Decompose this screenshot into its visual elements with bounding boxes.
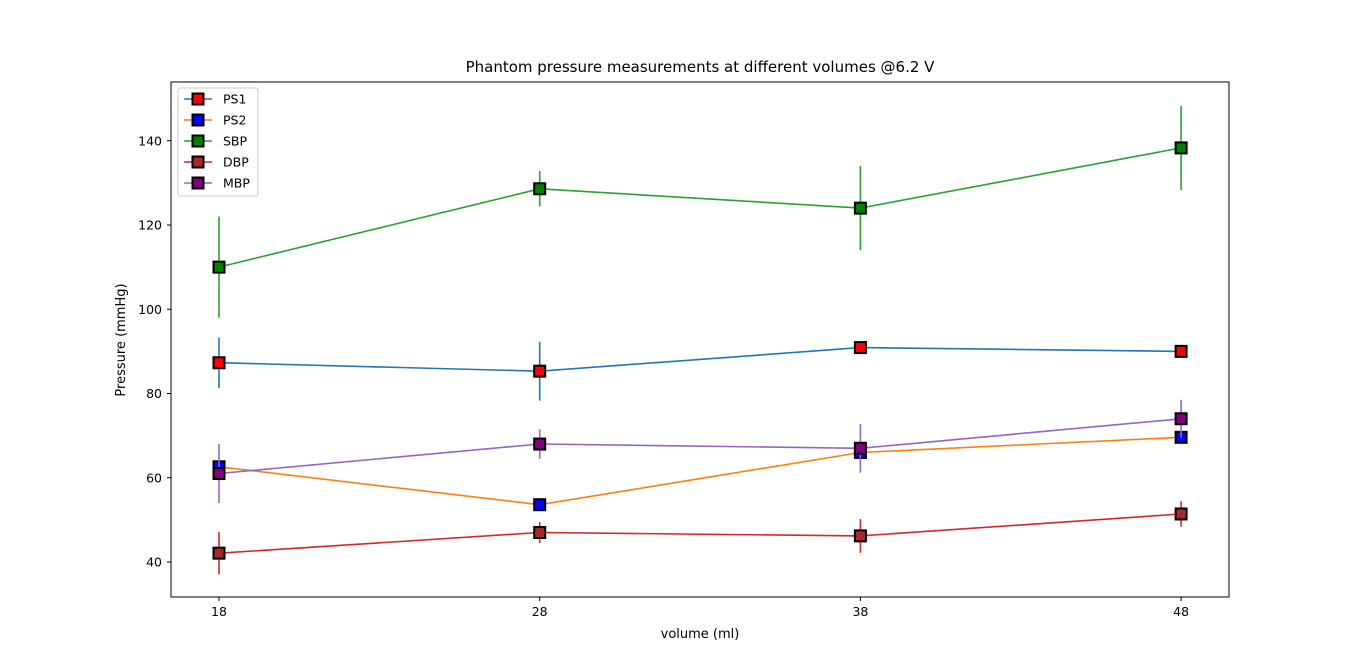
- data-point: [1174, 412, 1188, 426]
- legend-marker: [191, 92, 205, 106]
- x-tick-label: 38: [852, 604, 868, 619]
- legend-item-dbp: DBP: [184, 155, 249, 170]
- legend-label: PS1: [223, 92, 246, 107]
- series-line: [218, 513, 1182, 554]
- data-point: [1174, 141, 1188, 155]
- data-point: [853, 529, 867, 543]
- data-point: [212, 467, 226, 481]
- series-sbp: [212, 105, 1188, 318]
- series-layer: [212, 105, 1188, 575]
- y-tick-label: 120: [138, 218, 162, 233]
- y-axis-label: Pressure (mmHg): [114, 283, 129, 396]
- data-point: [533, 498, 547, 512]
- legend-item-mbp: MBP: [184, 176, 250, 191]
- x-tick-label: 28: [532, 604, 548, 619]
- legend-item-ps2: PS2: [184, 113, 246, 128]
- legend-label: SBP: [223, 134, 248, 149]
- plot-frame: [170, 81, 1230, 598]
- series-line: [218, 436, 1182, 506]
- legend: PS1 PS2 SBP DBP MBP: [177, 87, 259, 197]
- data-point: [212, 546, 226, 560]
- series-dbp: [212, 501, 1188, 575]
- data-point: [853, 201, 867, 215]
- y-tick-label: 80: [146, 386, 162, 401]
- y-tick-label: 100: [138, 302, 162, 317]
- y-tick-label: 40: [146, 555, 162, 570]
- data-point: [1174, 344, 1188, 358]
- chart-title: Phantom pressure measurements at differe…: [466, 58, 936, 76]
- series-ps2: [212, 430, 1188, 512]
- data-point: [533, 526, 547, 540]
- legend-marker: [191, 134, 205, 148]
- x-tick-label: 48: [1173, 604, 1189, 619]
- y-axis: 40 60 80 100 120 140: [138, 133, 171, 570]
- series-mbp: [212, 399, 1188, 504]
- x-axis-label: volume (ml): [661, 627, 740, 642]
- legend-marker: [191, 113, 205, 127]
- data-point: [533, 437, 547, 451]
- data-point: [853, 441, 867, 455]
- legend-item-ps1: PS1: [184, 92, 246, 107]
- data-point: [533, 182, 547, 196]
- data-point: [853, 341, 867, 355]
- x-tick-label: 18: [211, 604, 227, 619]
- legend-label: PS2: [223, 113, 246, 128]
- series-line: [218, 418, 1182, 475]
- legend-label: DBP: [223, 155, 249, 170]
- legend-label: MBP: [223, 176, 250, 191]
- y-tick-label: 60: [146, 470, 162, 485]
- data-point: [212, 356, 226, 370]
- data-point: [1174, 507, 1188, 521]
- x-axis: 18 28 38 48: [211, 597, 1189, 619]
- legend-marker: [191, 176, 205, 190]
- series-ps1: [212, 337, 1188, 401]
- series-line: [218, 147, 1182, 268]
- data-point: [533, 364, 547, 378]
- data-point: [212, 260, 226, 274]
- legend-item-sbp: SBP: [184, 134, 248, 149]
- legend-marker: [191, 155, 205, 169]
- y-tick-label: 140: [138, 133, 162, 148]
- series-line: [218, 346, 1182, 373]
